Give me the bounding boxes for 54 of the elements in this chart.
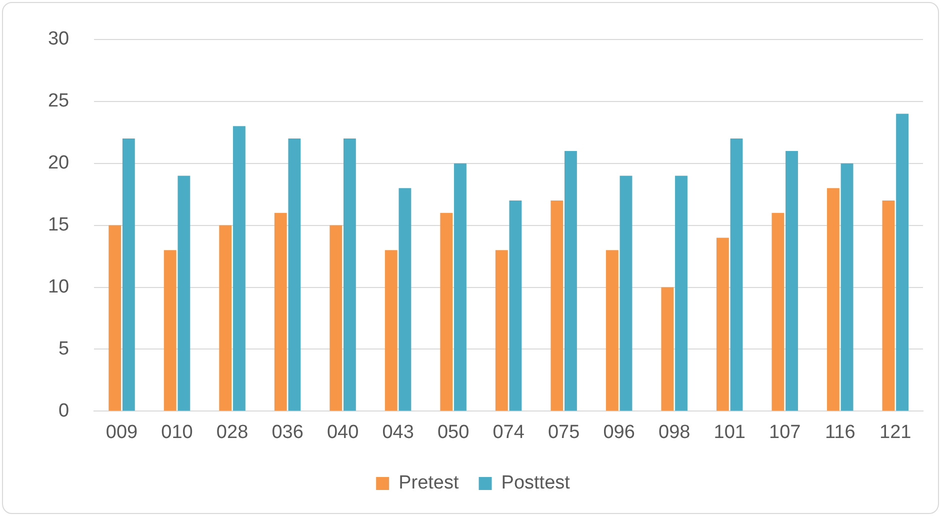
bar [661, 287, 674, 411]
x-tick-label: 036 [272, 422, 304, 443]
y-tick-label: 0 [58, 400, 70, 422]
x-tick-label: 101 [714, 422, 746, 443]
x-tick-label: 116 [824, 422, 856, 443]
x-tick-label: 043 [382, 422, 414, 443]
bar [882, 200, 895, 411]
bar [772, 212, 784, 411]
bar [274, 212, 287, 411]
bar [495, 250, 508, 411]
y-tick-label: 30 [48, 28, 70, 50]
y-tick-label: 20 [48, 152, 70, 174]
x-tick-label: 075 [548, 422, 580, 443]
bar [288, 138, 301, 411]
bar [398, 188, 412, 411]
x-tick-label: 096 [603, 422, 635, 443]
bar [896, 114, 908, 411]
bar [232, 126, 246, 411]
x-tick-label: 010 [161, 422, 193, 443]
bar [343, 138, 356, 411]
y-tick-label: 15 [48, 214, 70, 236]
bar [108, 225, 122, 411]
bar [454, 163, 466, 411]
x-tick-label: 074 [492, 422, 525, 443]
bar [550, 200, 564, 411]
bar [840, 163, 854, 411]
legend-label: Posttest [501, 472, 571, 494]
bar [826, 188, 840, 411]
y-tick-label: 5 [58, 338, 70, 360]
x-tick-label: 009 [106, 422, 138, 443]
bar [122, 138, 135, 411]
x-tick-label: 098 [658, 422, 690, 443]
bar [440, 212, 453, 411]
bar [620, 176, 632, 411]
bar [730, 138, 743, 411]
bar [606, 250, 618, 411]
x-tick-label: 028 [216, 422, 248, 443]
x-tick-label: 121 [880, 422, 912, 443]
bar [164, 250, 176, 411]
bar [330, 225, 342, 411]
bar [384, 250, 398, 411]
y-tick-label: 25 [48, 90, 70, 112]
legend-label: Pretest [398, 472, 460, 494]
x-tick-label: 040 [326, 422, 359, 443]
bar [564, 150, 577, 411]
bar [786, 150, 798, 411]
bar [178, 176, 190, 411]
bar [509, 200, 522, 411]
bar [716, 238, 729, 411]
bar [675, 176, 688, 411]
x-tick-label: 107 [769, 422, 801, 443]
x-tick-label: 050 [437, 422, 470, 443]
bar [219, 225, 232, 411]
y-tick-label: 10 [48, 276, 70, 298]
